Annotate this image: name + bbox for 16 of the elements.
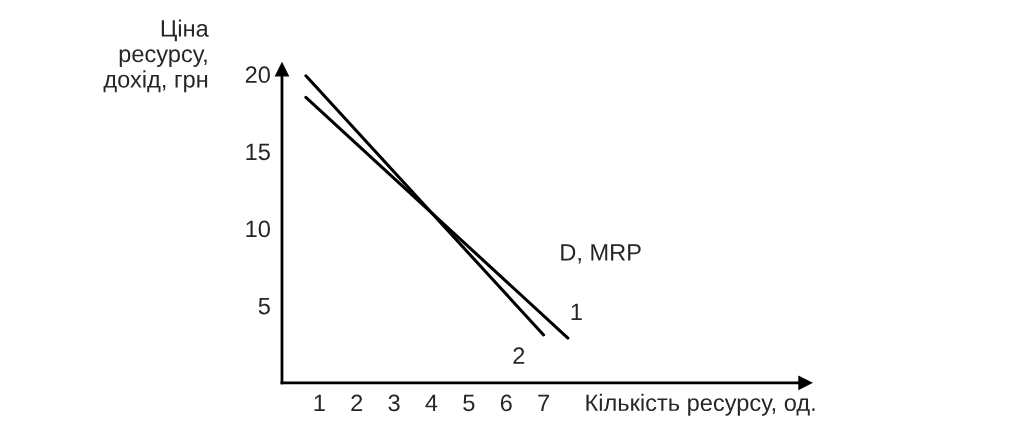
x-tick-label: 2 (351, 394, 363, 412)
annotation: 1 (571, 303, 582, 320)
annotation: 2 (513, 347, 525, 364)
x-tick-label: 3 (388, 394, 400, 412)
annotation: D, MRP (561, 244, 641, 264)
y-tick-label: 15 (246, 143, 270, 161)
y-tick-label: 20 (245, 66, 270, 84)
y-tick-label: 5 (258, 297, 270, 315)
x-tick-label: 6 (500, 394, 512, 412)
y-axis-title: Ціна ресурсу, дохід, грн (103, 19, 209, 93)
y-tick-label: 10 (246, 220, 270, 238)
x-tick-label: 4 (425, 394, 438, 412)
x-tick-label: 5 (463, 394, 475, 412)
x-axis-title: Кількість ресурсу, од. (586, 393, 815, 416)
x-tick-label: 1 (314, 394, 325, 412)
x-tick-label: 7 (538, 394, 549, 412)
